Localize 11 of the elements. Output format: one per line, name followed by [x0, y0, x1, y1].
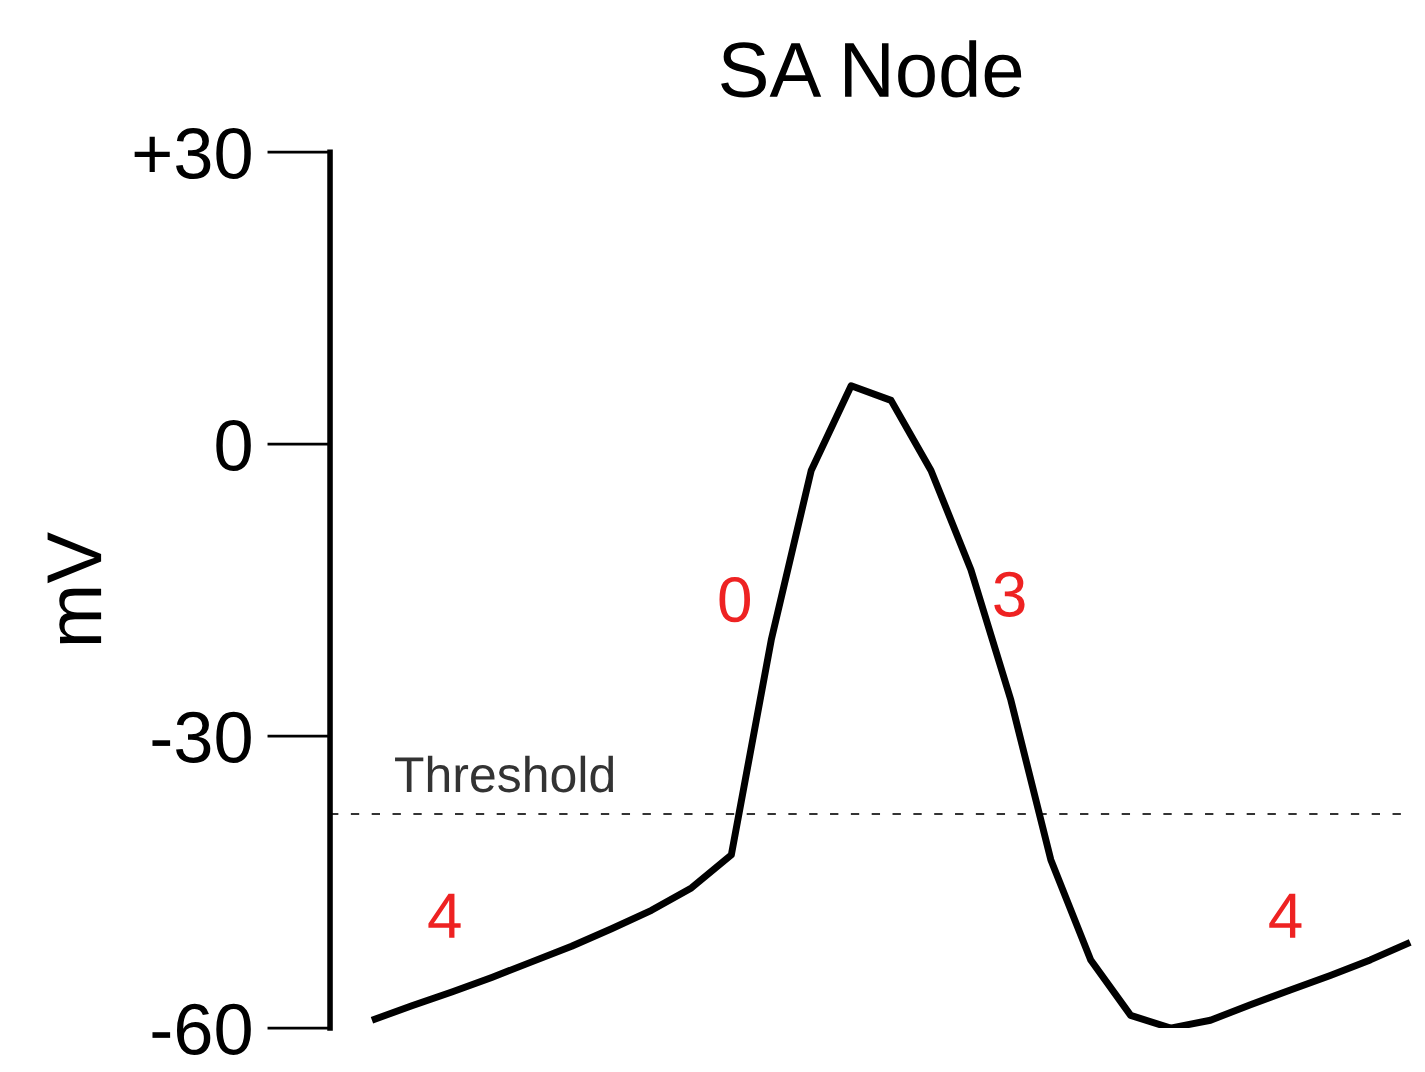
y-tick-label: +30 — [134, 127, 251, 180]
y-tick-label: -60 — [152, 1003, 251, 1055]
y-tick-label: -30 — [152, 711, 251, 763]
ref-line-label: Threshold — [395, 755, 614, 793]
annotation: 4 — [428, 893, 461, 938]
y-tick-label: 0 — [216, 419, 251, 472]
annotation: 0 — [719, 576, 751, 623]
annotation: 3 — [994, 571, 1025, 617]
y-axis-title: mV — [47, 532, 102, 644]
chart-title: SA Node — [721, 40, 1022, 98]
annotation: 4 — [1269, 893, 1302, 938]
